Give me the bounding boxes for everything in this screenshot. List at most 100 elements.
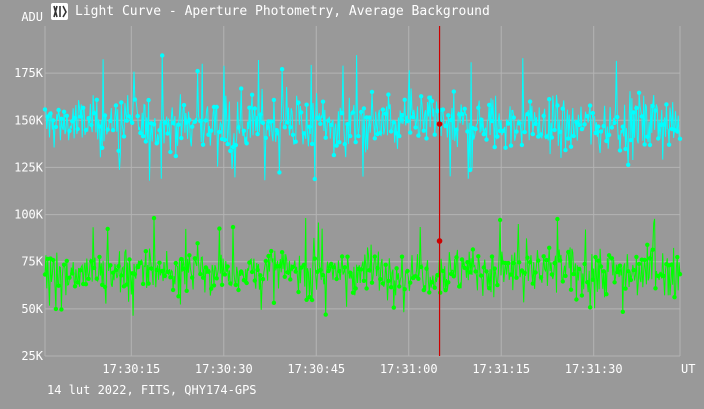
data-point: [290, 264, 296, 270]
data-point: [391, 120, 396, 125]
data-point: [222, 272, 228, 277]
data-point: [582, 122, 587, 127]
data-point: [78, 268, 83, 273]
data-point: [617, 148, 623, 153]
data-point: [631, 110, 636, 115]
data-point: [170, 120, 176, 126]
data-point: [525, 255, 530, 260]
data-point: [113, 103, 119, 108]
data-point: [211, 283, 217, 288]
data-point: [623, 286, 628, 291]
series-line: [45, 55, 681, 181]
data-point: [650, 247, 655, 252]
data-point: [563, 147, 568, 153]
data-point: [138, 130, 143, 136]
data-point: [89, 259, 94, 264]
data-point: [130, 120, 135, 126]
data-point: [51, 118, 56, 123]
data-point: [241, 278, 247, 283]
data-point: [94, 276, 100, 281]
data-point: [97, 254, 102, 260]
data-point: [459, 111, 465, 117]
data-point: [386, 278, 391, 284]
data-point: [187, 117, 192, 123]
data-point: [522, 129, 527, 135]
data-point: [331, 152, 337, 158]
data-point: [399, 112, 405, 118]
data-point: [83, 127, 89, 133]
data-point: [195, 241, 200, 246]
data-point: [664, 102, 669, 107]
data-point: [380, 107, 386, 112]
series-layer: [42, 53, 683, 317]
data-point: [299, 265, 304, 270]
data-point: [536, 258, 541, 263]
data-point: [538, 132, 544, 137]
data-point: [416, 133, 421, 138]
data-point: [301, 131, 307, 136]
data-point: [598, 129, 604, 134]
data-point: [432, 285, 437, 290]
data-point: [59, 307, 64, 312]
data-point: [446, 280, 451, 285]
data-point: [356, 133, 361, 139]
data-point: [478, 273, 484, 278]
data-point: [219, 282, 225, 287]
data-point: [105, 127, 110, 132]
x-tick-label: 17:31:30: [565, 362, 623, 376]
data-point: [639, 114, 644, 119]
data-point: [582, 261, 587, 267]
data-point: [173, 260, 178, 266]
data-point: [601, 269, 606, 274]
data-point: [429, 280, 435, 285]
data-point: [634, 105, 639, 111]
data-point: [203, 265, 208, 270]
data-point: [636, 261, 642, 267]
data-point: [146, 281, 151, 286]
data-point: [67, 128, 72, 134]
data-point: [560, 106, 565, 111]
data-point: [609, 256, 615, 261]
data-point: [408, 280, 413, 285]
data-point: [293, 139, 298, 144]
data-point: [110, 270, 116, 275]
data-point: [146, 97, 151, 103]
data-point: [489, 254, 495, 259]
data-point: [503, 145, 508, 150]
data-point: [83, 282, 89, 287]
data-point: [566, 136, 571, 141]
data-point: [353, 286, 358, 291]
data-point: [571, 133, 576, 139]
data-point: [579, 293, 585, 298]
data-point: [318, 267, 323, 273]
window-title: Light Curve - Aperture Photometry, Avera…: [75, 4, 490, 19]
data-point: [318, 121, 323, 127]
data-point: [184, 120, 189, 125]
data-point: [628, 277, 634, 283]
data-point: [105, 226, 110, 232]
data-point: [119, 273, 124, 278]
data-point: [102, 113, 108, 118]
data-point: [677, 136, 683, 141]
data-point: [525, 112, 530, 117]
data-point: [399, 254, 405, 259]
data-point: [279, 67, 285, 72]
data-point: [135, 113, 140, 119]
data-point: [323, 135, 328, 140]
data-point: [160, 53, 165, 58]
data-point: [577, 122, 582, 128]
data-point: [391, 305, 396, 310]
data-point: [514, 275, 519, 280]
data-point: [596, 124, 601, 129]
data-point: [533, 270, 538, 275]
series-2: [42, 215, 683, 317]
telescope-icon[interactable]: [51, 3, 68, 20]
data-point: [549, 272, 555, 277]
data-point: [239, 269, 244, 274]
data-point: [647, 142, 653, 148]
data-point: [636, 90, 642, 96]
data-point: [487, 102, 492, 108]
data-point: [151, 215, 157, 221]
data-point: [615, 269, 620, 275]
